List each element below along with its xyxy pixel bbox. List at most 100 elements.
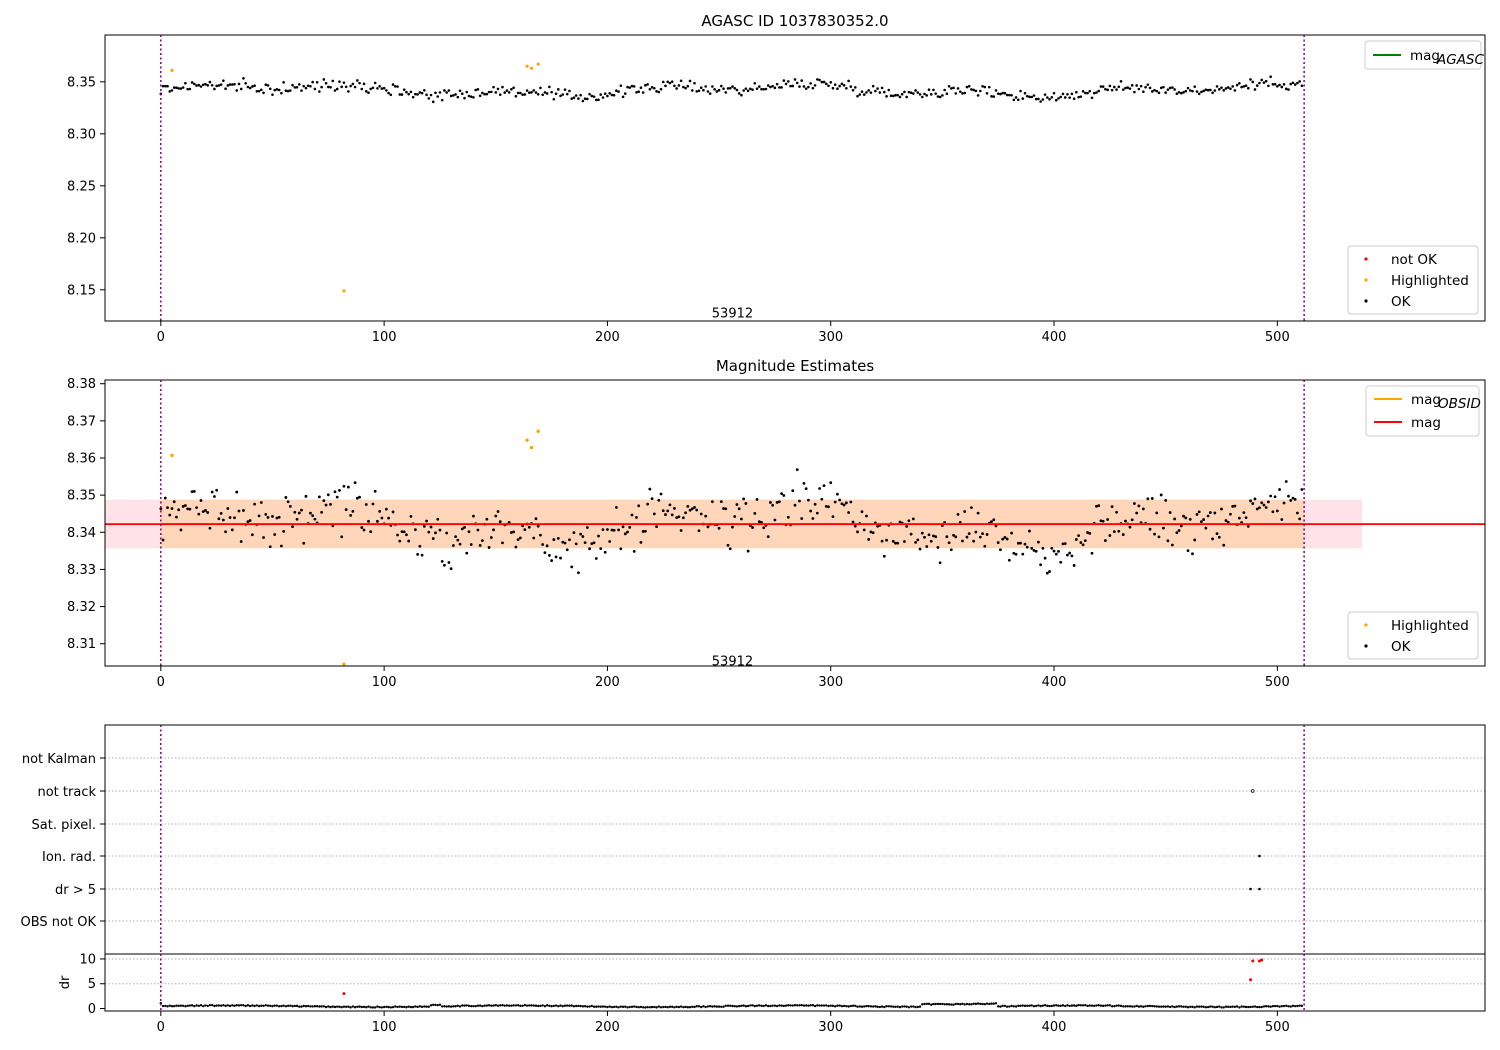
ok-point: [400, 93, 404, 96]
dr-point: [829, 1004, 832, 1007]
ok-point: [623, 532, 627, 536]
dr-point: [956, 1002, 960, 1006]
dr-point: [503, 1004, 506, 1007]
dr-point: [889, 1005, 893, 1008]
ok-point: [489, 536, 493, 539]
ok-point: [320, 510, 324, 514]
ok-point: [918, 93, 922, 96]
ok-point: [632, 549, 636, 553]
ok-point: [999, 92, 1002, 96]
ok-point: [865, 514, 868, 518]
ok-point: [961, 539, 964, 543]
dr-point: [912, 1005, 915, 1008]
ok-point: [1204, 526, 1208, 530]
ok-point: [898, 520, 902, 524]
dr-point: [373, 1006, 377, 1009]
dr-point: [869, 1005, 873, 1008]
ok-point: [168, 513, 172, 517]
highlighted-point: [342, 289, 346, 293]
dr-point: [950, 1003, 953, 1006]
dr-point: [1220, 1006, 1223, 1009]
ok-point: [1195, 513, 1199, 516]
ok-point: [1278, 488, 1281, 491]
ok-point: [773, 86, 777, 90]
ok-point: [871, 531, 875, 535]
ok-point: [1097, 504, 1101, 508]
ok-point: [1164, 91, 1167, 94]
dr-point: [1238, 1006, 1241, 1009]
dr-point: [295, 1004, 299, 1008]
dr-point: [559, 1004, 562, 1007]
dr-point: [432, 1003, 435, 1007]
ok-point: [655, 90, 658, 93]
dr-outlier-point: [342, 992, 346, 996]
ok-point: [838, 84, 841, 88]
dr-point: [693, 1005, 696, 1009]
ok-point: [675, 87, 678, 90]
ok-point: [1095, 91, 1098, 94]
ok-point: [1226, 86, 1230, 89]
ok-point: [523, 528, 527, 532]
ok-point: [900, 92, 904, 96]
dr-point: [398, 1005, 401, 1008]
dr-point: [1253, 1005, 1257, 1008]
ok-point: [1081, 543, 1085, 547]
dr-point: [1005, 1005, 1009, 1008]
ok-point: [465, 90, 469, 94]
ok-point: [1101, 85, 1105, 88]
ok-point: [1108, 84, 1112, 88]
dr-point: [1262, 1005, 1266, 1008]
ok-point: [1012, 98, 1016, 102]
ok-point: [206, 511, 210, 514]
dr-point: [885, 1005, 888, 1008]
dr-point: [304, 1005, 308, 1008]
y-tick-label: 8.35: [67, 489, 96, 504]
flag-category-label: dr > 5: [55, 883, 96, 898]
ok-point: [853, 524, 857, 528]
ok-point: [1103, 539, 1107, 542]
ok-point: [1041, 546, 1045, 550]
ok-point: [724, 91, 728, 94]
dr-point: [414, 1005, 417, 1008]
dr-point: [1175, 1005, 1179, 1008]
ok-point: [869, 91, 873, 94]
ok-point: [686, 84, 690, 88]
ok-point: [762, 526, 766, 530]
dr-point: [260, 1004, 263, 1007]
ok-point: [655, 525, 658, 528]
ok-point: [775, 501, 779, 504]
y-tick-label: 8.37: [67, 414, 96, 429]
ok-point: [539, 533, 542, 537]
ok-point: [183, 504, 187, 507]
ok-point: [952, 533, 955, 537]
legend-points-box: [1347, 611, 1479, 660]
legend-point-label: OK: [1391, 639, 1412, 655]
ok-point: [396, 85, 399, 88]
ok-point: [954, 535, 958, 539]
dr-point: [1079, 1004, 1083, 1007]
ok-point: [599, 93, 603, 96]
ok-point: [550, 90, 553, 94]
ok-point: [1237, 516, 1241, 520]
dr-point: [378, 1005, 381, 1009]
dr-point: [874, 1005, 877, 1008]
ok-point: [929, 539, 933, 543]
dr-point: [1119, 1004, 1123, 1008]
ok-point: [427, 530, 431, 534]
dr-point: [800, 1003, 803, 1007]
dr-point: [909, 1005, 913, 1008]
ok-point: [259, 501, 263, 504]
dr-point: [1271, 1004, 1275, 1008]
dr-point: [208, 1003, 212, 1007]
ok-point: [583, 97, 587, 101]
dr-point: [932, 1002, 935, 1006]
ok-point: [1186, 86, 1190, 90]
dr-point: [416, 1005, 419, 1009]
flag-category-label: not Kalman: [22, 752, 96, 767]
dr-point: [831, 1004, 835, 1008]
dr-point: [371, 1006, 375, 1009]
ok-point: [1166, 88, 1170, 91]
dr-point: [516, 1004, 520, 1007]
ok-point: [876, 87, 879, 90]
dr-point: [1084, 1003, 1087, 1007]
